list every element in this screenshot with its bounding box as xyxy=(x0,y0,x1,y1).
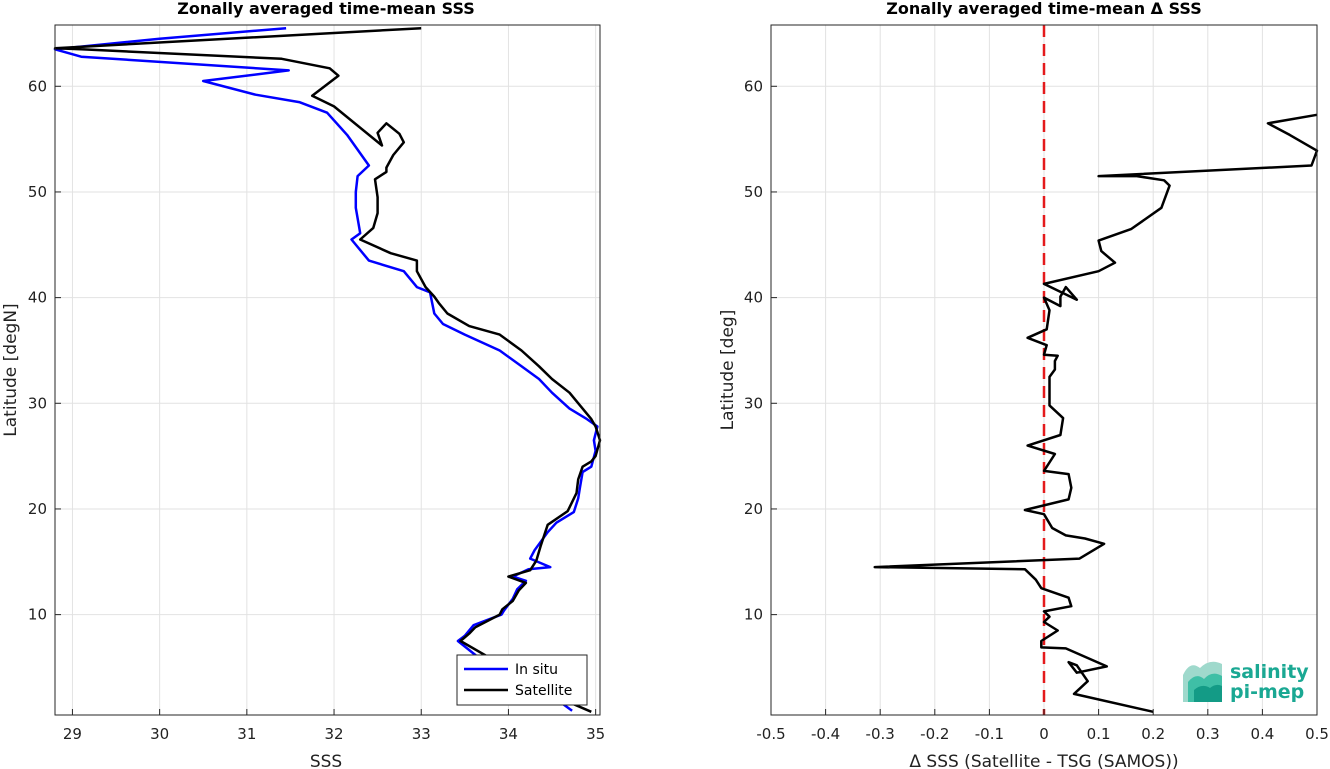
salinity-pi-mep-logo: salinity pi-mep xyxy=(1183,661,1309,703)
y-tick-label: 30 xyxy=(28,394,47,412)
right-panel: Zonally averaged time-mean Δ SSS -0.5 -0.… xyxy=(718,0,1329,769)
legend-label-in-situ: In situ xyxy=(515,662,558,678)
x-tick-label: 0.1 xyxy=(1087,725,1111,743)
x-tick-label: -0.2 xyxy=(920,725,949,743)
x-tick-label: 29 xyxy=(63,725,82,743)
legend: In situ Satellite xyxy=(456,654,588,706)
left-gridlines xyxy=(55,25,600,715)
y-tick-label: 60 xyxy=(28,77,47,95)
y-tick-label: 50 xyxy=(744,183,763,201)
right-x-axis-label: Δ SSS (Satellite - TSG (SAMOS)) xyxy=(909,752,1178,769)
left-y-axis-label: Latitude [degN] xyxy=(1,303,21,436)
series-line-in-situ xyxy=(53,26,599,712)
x-tick-label: 0.2 xyxy=(1141,725,1165,743)
y-tick-label: 20 xyxy=(744,500,763,518)
right-x-ticks: -0.5 -0.4 -0.3 -0.2 -0.1 0 0.1 0.2 0.3 0.4 0.5 xyxy=(756,709,1329,743)
x-tick-label: 0.4 xyxy=(1250,725,1274,743)
left-series-group xyxy=(53,26,602,713)
x-tick-label: 31 xyxy=(237,725,256,743)
x-tick-label: -0.3 xyxy=(866,725,895,743)
x-tick-label: -0.1 xyxy=(975,725,1004,743)
legend-box xyxy=(456,654,588,706)
y-tick-label: 40 xyxy=(28,289,47,307)
left-y-ticks: 10 20 30 40 50 60 xyxy=(28,77,61,624)
y-tick-label: 50 xyxy=(28,183,47,201)
logo-waves-front xyxy=(1194,684,1222,702)
x-tick-label: 35 xyxy=(586,725,605,743)
x-tick-label: 0.5 xyxy=(1305,725,1329,743)
series-line-delta-sss-0 xyxy=(873,113,1319,714)
y-tick-label: 30 xyxy=(744,394,763,412)
x-tick-label: 34 xyxy=(499,725,518,743)
left-chart-title: Zonally averaged time-mean SSS xyxy=(177,0,475,18)
legend-label-satellite: Satellite xyxy=(515,683,572,699)
logo-text-pi-mep: pi-mep xyxy=(1230,681,1304,703)
x-tick-label: 0 xyxy=(1039,725,1049,743)
right-chart-title: Zonally averaged time-mean Δ SSS xyxy=(886,0,1202,18)
x-tick-label: -0.5 xyxy=(756,725,785,743)
left-panel: Zonally averaged time-mean SSS 29 30 31 32 3… xyxy=(1,0,605,769)
x-tick-label: 32 xyxy=(324,725,343,743)
y-tick-label: 10 xyxy=(28,606,47,624)
y-tick-label: 20 xyxy=(28,500,47,518)
y-tick-label: 60 xyxy=(744,77,763,95)
x-tick-label: 30 xyxy=(150,725,169,743)
left-axes-frame xyxy=(54,24,601,716)
right-series-group xyxy=(873,113,1319,714)
x-tick-label: 33 xyxy=(412,725,431,743)
right-y-axis-label: Latitude [deg] xyxy=(718,310,738,431)
y-tick-label: 10 xyxy=(744,606,763,624)
logo-text-salinity: salinity xyxy=(1230,661,1309,683)
y-tick-label: 40 xyxy=(744,289,763,307)
x-tick-label: 0.3 xyxy=(1196,725,1220,743)
left-x-ticks: 29 30 31 32 33 34 35 xyxy=(63,709,605,743)
series-line-satellite xyxy=(53,26,602,713)
left-x-axis-label: SSS xyxy=(310,752,342,769)
right-y-ticks: 10 20 30 40 50 60 xyxy=(744,77,777,624)
x-tick-label: -0.4 xyxy=(811,725,840,743)
